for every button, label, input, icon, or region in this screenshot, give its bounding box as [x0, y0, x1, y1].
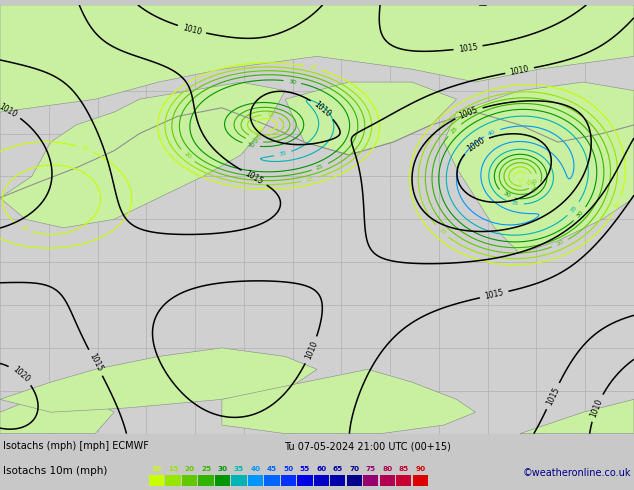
Bar [182, 474, 197, 486]
Text: 10: 10 [152, 466, 162, 472]
Bar [198, 474, 214, 486]
Text: Tu 07-05-2024 21:00 UTC (00+15): Tu 07-05-2024 21:00 UTC (00+15) [284, 441, 451, 451]
Text: 35: 35 [569, 204, 578, 214]
Bar [215, 474, 230, 486]
Text: 90: 90 [415, 466, 425, 472]
Text: 35: 35 [510, 200, 519, 206]
Bar [347, 474, 362, 486]
Polygon shape [444, 82, 634, 254]
Polygon shape [285, 82, 456, 155]
Bar [231, 474, 247, 486]
Text: 60: 60 [316, 466, 327, 472]
Polygon shape [0, 348, 317, 412]
Bar [248, 474, 263, 486]
Text: 1010: 1010 [509, 64, 530, 77]
Text: 15: 15 [168, 466, 178, 472]
Text: 50: 50 [283, 466, 294, 472]
Text: 55: 55 [300, 466, 310, 472]
Text: 20: 20 [183, 151, 192, 160]
Text: 30: 30 [217, 466, 228, 472]
Text: 15: 15 [437, 227, 446, 236]
Text: 70: 70 [349, 466, 359, 472]
Text: 20: 20 [253, 134, 262, 141]
Bar [363, 474, 378, 486]
Bar [396, 474, 411, 486]
Bar [281, 474, 296, 486]
Text: 1015: 1015 [87, 352, 104, 373]
Text: 25: 25 [531, 185, 540, 194]
Text: 1005: 1005 [458, 105, 479, 121]
Text: 30: 30 [288, 78, 297, 85]
Text: 15: 15 [306, 176, 314, 183]
Text: 1015: 1015 [458, 42, 478, 53]
Text: 75: 75 [366, 466, 376, 472]
Bar [297, 474, 313, 486]
Bar [314, 474, 329, 486]
Text: 30: 30 [576, 209, 585, 219]
Bar [149, 474, 164, 486]
Text: 1020: 1020 [11, 365, 31, 384]
Text: 1010: 1010 [0, 101, 18, 119]
Text: 1015: 1015 [484, 288, 505, 301]
Text: 1000: 1000 [465, 136, 486, 154]
Text: 15: 15 [525, 178, 534, 187]
Text: ©weatheronline.co.uk: ©weatheronline.co.uk [522, 468, 631, 478]
Text: 40: 40 [488, 129, 496, 137]
Text: 1010: 1010 [589, 397, 604, 418]
Text: 85: 85 [399, 466, 409, 472]
Polygon shape [0, 391, 114, 434]
Text: 10: 10 [614, 200, 621, 209]
Polygon shape [0, 5, 634, 112]
Bar [413, 474, 428, 486]
Bar [264, 474, 280, 486]
Polygon shape [222, 369, 476, 434]
Text: 1010: 1010 [304, 340, 320, 361]
Text: 25: 25 [250, 138, 259, 144]
Text: 15: 15 [266, 112, 275, 118]
Text: 10: 10 [309, 65, 318, 71]
Text: 1010: 1010 [313, 99, 333, 119]
Text: 20: 20 [184, 466, 195, 472]
Text: 1010: 1010 [181, 23, 202, 36]
Text: 25: 25 [450, 125, 459, 134]
Text: 45: 45 [267, 466, 277, 472]
Text: 20: 20 [531, 177, 540, 187]
Text: 10: 10 [80, 145, 89, 152]
Text: 20: 20 [555, 240, 565, 247]
Text: 30: 30 [247, 142, 256, 148]
Bar [330, 474, 346, 486]
Text: 40: 40 [250, 466, 261, 472]
Polygon shape [520, 399, 634, 434]
Bar [165, 474, 181, 486]
Text: 10: 10 [517, 178, 526, 184]
Text: 30: 30 [502, 191, 511, 199]
Text: 25: 25 [315, 163, 325, 171]
Text: 1015: 1015 [243, 169, 265, 186]
Text: 10: 10 [20, 224, 29, 232]
Text: 65: 65 [333, 466, 343, 472]
Text: Isotachs (mph) [mph] ECMWF: Isotachs (mph) [mph] ECMWF [3, 441, 149, 451]
Text: 35: 35 [234, 466, 244, 472]
Polygon shape [0, 82, 285, 228]
Text: 25: 25 [201, 466, 211, 472]
Bar [380, 474, 395, 486]
Text: 1015: 1015 [545, 386, 561, 407]
Text: Isotachs 10m (mph): Isotachs 10m (mph) [3, 466, 108, 476]
Text: 35: 35 [278, 150, 287, 157]
Text: 10: 10 [254, 126, 264, 134]
Text: 80: 80 [382, 466, 392, 472]
